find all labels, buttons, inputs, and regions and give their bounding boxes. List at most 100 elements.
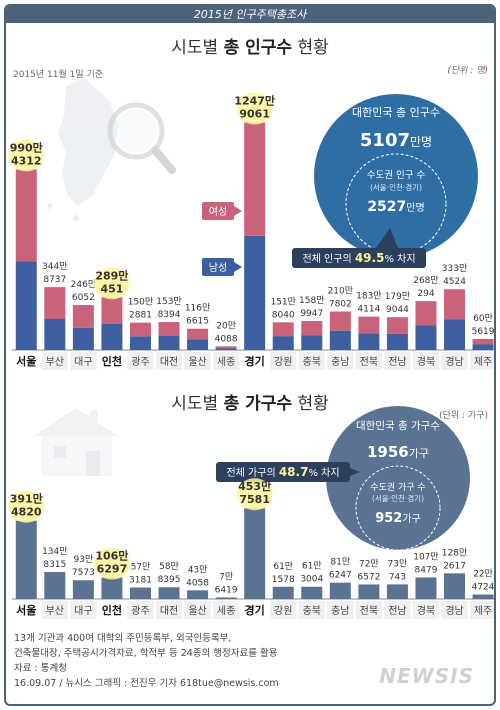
- population-total-value: 5107만명: [360, 130, 432, 151]
- bar-household: [72, 580, 94, 599]
- category-cell: [155, 601, 183, 619]
- svg-text:여성: 여성: [209, 206, 227, 218]
- bar-male: [72, 327, 94, 350]
- category-label: 인천: [102, 603, 122, 617]
- label-highlight: [8, 490, 45, 523]
- category-cell: [41, 352, 69, 370]
- value-label-rest: 8394: [158, 310, 181, 320]
- bar-household: [158, 587, 180, 599]
- bar-female: [215, 346, 237, 349]
- category-label: 부산: [46, 605, 64, 617]
- category-cell: [412, 601, 440, 619]
- value-label-man: 61만: [302, 561, 322, 572]
- population-total-label: 대한민국 총 인구수: [352, 106, 440, 119]
- bar-female: [44, 287, 66, 320]
- category-label: 울산: [188, 605, 206, 617]
- value-label-man: 43만: [188, 564, 208, 575]
- category-cell: [269, 352, 297, 370]
- bar-household: [472, 594, 494, 599]
- value-label-man: 344만: [42, 261, 67, 272]
- category-label: 전북: [360, 356, 378, 368]
- infographic-frame: 2015년 인구주택총조사 시도별 총 인구수 현황 2015년 11월 1일 …: [4, 4, 496, 706]
- chart-canvas: 대한민국 총 인구수 5107만명 수도권 인구 수 (서울·인천·경기) 25…: [8, 78, 494, 619]
- value-label-man: 268만: [413, 275, 438, 286]
- category-label: 대전: [160, 605, 178, 617]
- footer-source: 자료 : 통계청: [14, 663, 67, 674]
- value-label-rest: 3004: [300, 575, 323, 585]
- category-label: 경북: [417, 604, 435, 617]
- category-label: 경북: [417, 355, 435, 368]
- category-label: 부산: [46, 356, 64, 368]
- category-cell: [298, 352, 326, 370]
- label-highlight: [93, 267, 130, 300]
- bar-household: [444, 573, 466, 599]
- category-label: 충남: [331, 605, 349, 617]
- value-label-man: 150만: [128, 297, 153, 308]
- value-label-rest: 3181: [129, 576, 152, 586]
- value-label-man: 246만: [71, 279, 96, 290]
- legend-male: 남성: [202, 258, 242, 276]
- household-total-label: 대한민국 총 가구수: [356, 420, 440, 432]
- value-label-rest: 6419: [215, 585, 238, 595]
- category-label: 전남: [388, 605, 406, 617]
- category-cell: [355, 352, 383, 370]
- bar-household: [129, 587, 151, 599]
- bar-male: [358, 333, 380, 350]
- category-cell: [298, 601, 326, 619]
- value-label-man: 179만: [385, 291, 410, 302]
- capital-household-value: 952가구: [375, 511, 421, 526]
- value-label-rest: 6247: [329, 571, 352, 581]
- bar-female: [301, 321, 323, 336]
- bar-male: [301, 335, 323, 350]
- category-cell: [127, 601, 154, 619]
- value-label-man: 22만: [473, 569, 493, 580]
- bar-female: [329, 311, 351, 331]
- bar-household: [187, 590, 209, 599]
- bar-male: [386, 333, 408, 350]
- value-label-man: 7만: [219, 571, 233, 582]
- bar-female: [415, 301, 437, 326]
- value-label-rest: 4114: [357, 305, 380, 315]
- category-label: 서울: [16, 603, 36, 617]
- bar-female: [187, 328, 209, 340]
- value-label-man: 60만: [473, 313, 493, 324]
- category-cell: [241, 352, 268, 370]
- label-highlight: [236, 92, 273, 125]
- value-label-rest: 8315: [43, 560, 66, 570]
- value-label-man: 61만: [273, 561, 293, 572]
- value-label-rest: 8479: [415, 565, 438, 575]
- label-highlight: [236, 478, 273, 511]
- household-share-text: 전체 가구의 48.7% 차지: [226, 465, 339, 479]
- population-unit: (단위 : 명): [447, 66, 488, 76]
- bar-female: [358, 316, 380, 334]
- bar-male: [101, 323, 123, 350]
- bar-female: [472, 338, 494, 345]
- bar-household: [44, 572, 66, 599]
- value-label-rest: 451: [100, 282, 123, 295]
- category-cell: [355, 601, 383, 619]
- category-cell: [70, 352, 97, 370]
- category-label: 울산: [188, 356, 206, 368]
- category-cell: [241, 601, 268, 619]
- category-cell: [469, 352, 494, 370]
- value-label-rest: 6297: [97, 563, 128, 576]
- category-label: 광주: [131, 356, 149, 368]
- population-date: 2015년 11월 1일 기준: [13, 70, 104, 80]
- value-label-rest: 4088: [215, 334, 238, 344]
- bar-male: [15, 261, 37, 350]
- label-highlight: [93, 547, 130, 580]
- household-unit: (단위 : 가구): [439, 411, 488, 421]
- category-label: 대전: [160, 356, 178, 368]
- category-label: 충북: [303, 356, 321, 368]
- value-label-rest: 6615: [186, 317, 209, 327]
- value-label-man: 73만: [388, 558, 408, 569]
- category-label: 대구: [74, 356, 92, 368]
- value-label-rest: 8040: [272, 310, 295, 320]
- newsis-logo: NEWSIS: [379, 664, 474, 688]
- category-label: 세종: [217, 356, 235, 368]
- bar-female: [15, 169, 37, 262]
- footer-note: 13개 기관과 400여 대학의 주민등록부, 외국인등록부, 건축물대장, 주…: [14, 631, 279, 691]
- value-label-rest: 6572: [357, 572, 380, 582]
